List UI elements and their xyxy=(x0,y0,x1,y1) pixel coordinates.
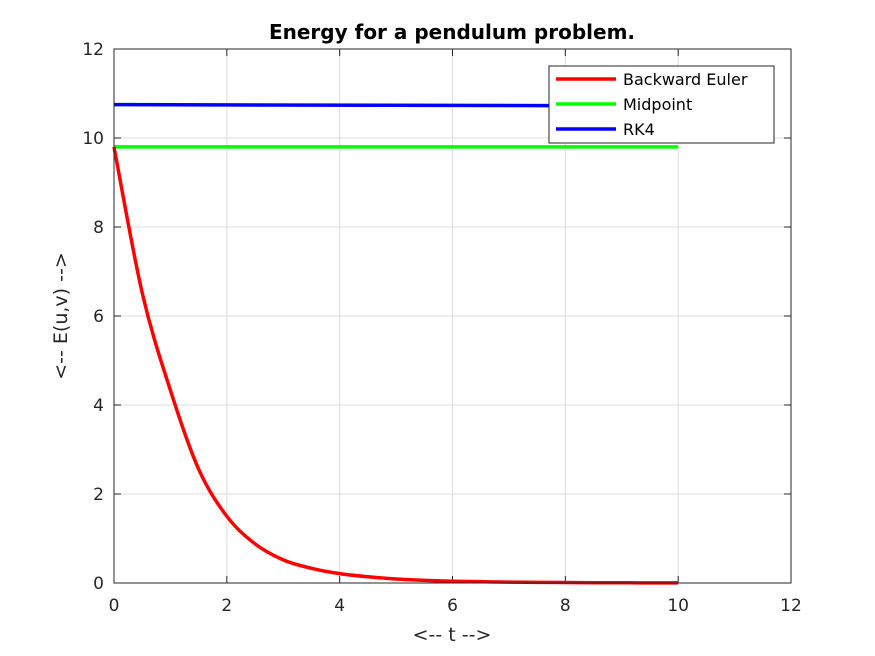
x-tick-label: 0 xyxy=(109,596,120,616)
y-tick-label: 0 xyxy=(93,574,104,594)
chart-title: Energy for a pendulum problem. xyxy=(269,20,635,44)
y-tick-label: 8 xyxy=(93,218,104,238)
legend: Backward Euler Midpoint RK4 xyxy=(548,65,775,144)
x-tick-label: 2 xyxy=(221,596,232,616)
x-tick-label: 10 xyxy=(667,596,689,616)
x-tick-labels: 0 2 4 6 8 10 12 xyxy=(109,596,802,616)
legend-label-midpoint: Midpoint xyxy=(623,95,692,114)
y-tick-labels: 0 2 4 6 8 10 12 xyxy=(82,40,104,594)
x-tick-label: 6 xyxy=(447,596,458,616)
y-tick-label: 6 xyxy=(93,307,104,327)
legend-label-backward-euler: Backward Euler xyxy=(623,70,748,89)
legend-label-rk4: RK4 xyxy=(623,120,655,139)
y-tick-label: 10 xyxy=(82,129,104,149)
x-tick-label: 4 xyxy=(334,596,345,616)
y-axis-label: <-- E(u,v) --> xyxy=(50,252,72,380)
x-tick-label: 12 xyxy=(780,596,802,616)
x-axis-label: <-- t --> xyxy=(413,624,492,646)
plot-frame xyxy=(113,48,792,584)
x-tick-label: 8 xyxy=(560,596,571,616)
y-tick-label: 2 xyxy=(93,485,104,505)
y-tick-label: 4 xyxy=(93,396,104,416)
y-tick-label: 12 xyxy=(82,40,104,60)
